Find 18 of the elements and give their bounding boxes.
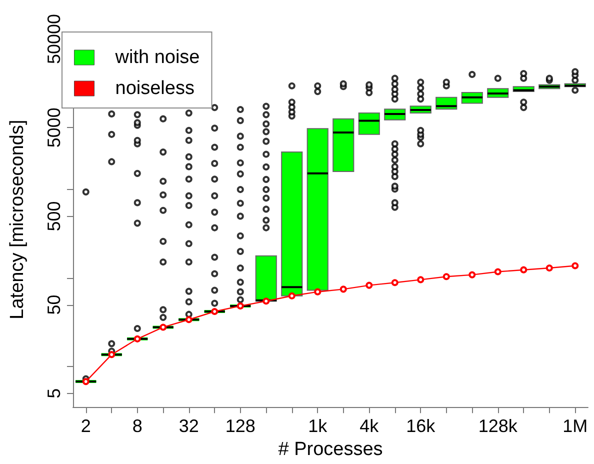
x-tick-label: 16k: [406, 416, 436, 436]
y-axis-title: Latency [microseconds]: [7, 120, 28, 320]
x-tick-label: 128k: [478, 416, 518, 436]
x-tick-label: 32: [178, 416, 199, 436]
y-tick-label: 5000: [44, 108, 64, 148]
legend-label: noiseless: [115, 78, 194, 99]
y-tick-label: 500: [44, 201, 64, 232]
y-tick-label: 50000: [44, 14, 64, 64]
x-tick-label: 1M: [562, 416, 588, 436]
x-tick-label: 128: [225, 416, 256, 436]
y-tick-label: 50: [44, 294, 64, 315]
x-axis-title: # Processes: [278, 439, 383, 460]
x-tick-label: 8: [132, 416, 142, 436]
y-tick-label: 5: [44, 388, 64, 398]
legend-label: with noise: [114, 47, 200, 68]
x-tick-label: 1k: [308, 416, 328, 436]
x-tick-label: 2: [80, 416, 91, 436]
x-tick-label: 4k: [360, 416, 380, 436]
